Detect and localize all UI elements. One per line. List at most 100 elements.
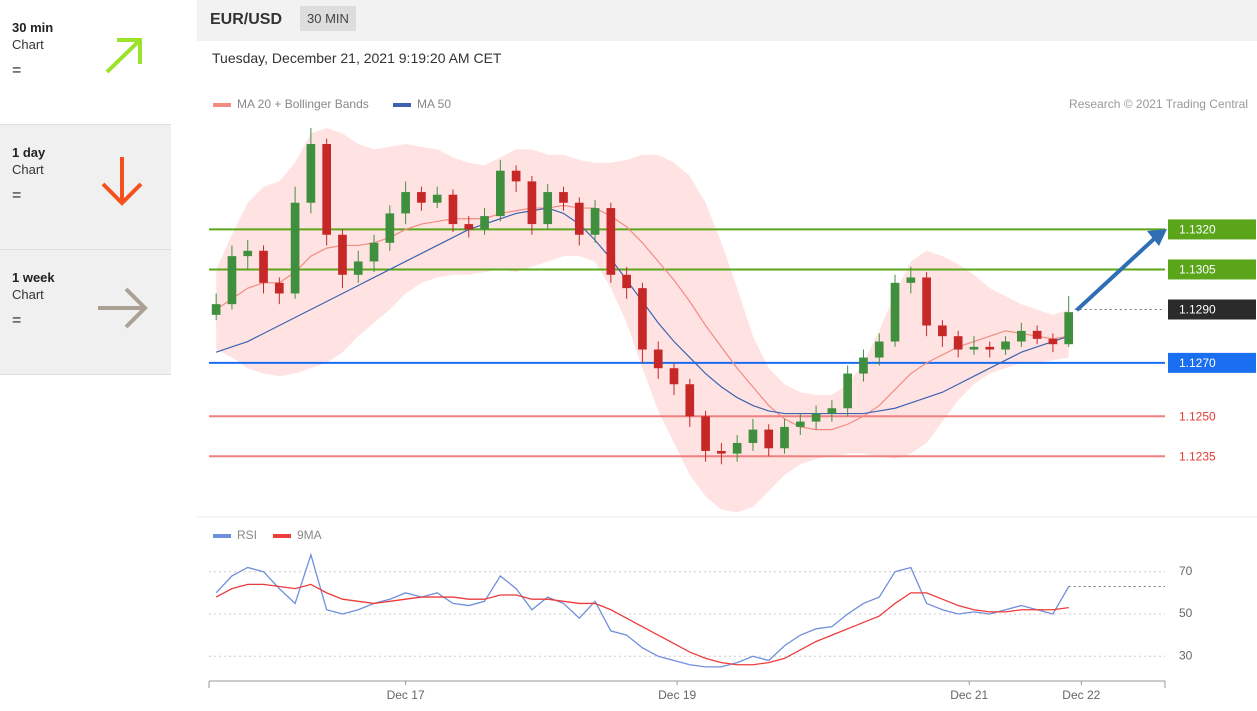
period: 1 day: [12, 145, 46, 160]
label: Chart: [12, 287, 44, 302]
candle-body: [511, 170, 521, 182]
candle-body: [432, 194, 442, 203]
candle-body: [559, 192, 568, 203]
arrow-down: [101, 157, 143, 206]
period: 30 min: [12, 20, 54, 35]
candle-body: [717, 450, 726, 454]
label: Chart: [12, 162, 44, 177]
period-item[interactable]: 30 min Chart =: [0, 0, 171, 125]
candle-body: [306, 144, 316, 203]
candle-body: [590, 208, 600, 235]
candle-body: [843, 373, 853, 409]
rsi-line: [215, 583, 1069, 666]
level-label: 1.1235: [1179, 449, 1216, 463]
candle-body: [259, 250, 268, 283]
candle-body: [969, 346, 979, 350]
credit: Research © 2021 Trading Central: [1069, 97, 1248, 111]
sidebar: 30 min Chart = 1 day Chart = 1 week Char…: [0, 0, 171, 375]
legend-label: 9MA: [297, 528, 322, 542]
legend-label: RSI: [237, 528, 257, 542]
candle-body: [685, 384, 695, 417]
candle-body: [290, 202, 300, 294]
candle-body: [732, 442, 742, 454]
candle-body: [417, 192, 426, 203]
candle-body: [764, 429, 774, 449]
ma-line: [215, 204, 1069, 431]
candle-body: [338, 234, 347, 275]
candle-body: [464, 224, 474, 230]
candle-body: [748, 429, 758, 443]
interval[interactable]: 30 MIN: [300, 6, 356, 31]
rsi-line: [215, 552, 1070, 668]
chart-panel: EUR/USD 30 MIN Tuesday, December 21, 202…: [197, 0, 1257, 711]
label: Chart: [12, 37, 44, 52]
period-item[interactable]: 1 day Chart =: [0, 125, 171, 250]
candle-body: [890, 282, 900, 342]
candle-body: [653, 349, 663, 369]
candle-body: [1001, 341, 1010, 350]
x-tick-label: Dec 19: [658, 688, 696, 702]
y-tick-label: 50: [1179, 606, 1193, 620]
legend-swatch: [213, 534, 231, 538]
candle-body: [859, 357, 868, 374]
x-tick-label: Dec 22: [1062, 688, 1100, 702]
candle-body: [780, 426, 789, 449]
period-item[interactable]: 1 week Chart =: [0, 250, 171, 375]
level-label-box: [1168, 259, 1256, 280]
level-label: 1.1250: [1179, 409, 1216, 423]
candle-body: [274, 282, 284, 294]
x-tick-label: Dec 17: [387, 688, 425, 702]
candle-body: [701, 416, 710, 451]
legend-swatch: [393, 103, 411, 107]
candle-body: [1048, 338, 1058, 345]
candle-body: [448, 194, 458, 225]
candle-body: [527, 181, 537, 225]
level-label: 1.1290: [1179, 303, 1216, 317]
level-label-box: [1168, 299, 1256, 320]
candle-body: [243, 250, 253, 257]
candle-body: [922, 277, 931, 326]
candle-body: [811, 413, 821, 422]
forecast-arrow: [1075, 236, 1157, 312]
candle-body: [211, 304, 221, 315]
candle-body: [953, 336, 963, 350]
x-tick-label: Dec 21: [950, 688, 988, 702]
status: =: [12, 312, 22, 329]
candle-body: [906, 277, 916, 283]
level-label-box: [1168, 352, 1256, 373]
status: =: [12, 62, 22, 79]
candle-body: [353, 261, 363, 275]
candle-body: [938, 325, 947, 337]
arrow-up: [105, 38, 142, 74]
candle-body: [1032, 330, 1042, 339]
candle-body: [385, 213, 395, 243]
status: =: [12, 187, 22, 204]
candle-body: [622, 274, 631, 289]
chart: Research © 2021 Trading Central 1.1320 1.1…: [197, 97, 1257, 702]
period: 1 week: [12, 270, 55, 285]
candle-body: [574, 202, 584, 235]
y-tick-label: 70: [1179, 564, 1193, 578]
level-label-box: [1168, 219, 1256, 240]
timestamp: Tuesday, December 21, 2021 9:19:20 AM CE…: [212, 50, 502, 66]
candle-body: [985, 346, 995, 350]
candle-body: [1016, 330, 1026, 342]
level-label: 1.1270: [1179, 356, 1216, 370]
candle-body: [669, 368, 679, 385]
candle-body: [606, 208, 616, 275]
level-label: 1.1305: [1179, 263, 1216, 277]
candle-body: [227, 256, 237, 305]
level-label: 1.1320: [1179, 223, 1216, 237]
forecast-arrow-head: [1147, 229, 1167, 246]
candle-body: [874, 341, 884, 358]
candle-body: [827, 408, 837, 414]
candle-body: [369, 242, 379, 262]
toolbar: EUR/USD 30 MIN: [197, 0, 1257, 41]
candle-body: [480, 216, 489, 230]
candle-body: [495, 170, 505, 217]
legend-swatch: [273, 534, 291, 538]
legend-swatch: [213, 103, 231, 107]
legend-label: MA 50: [417, 97, 451, 111]
legend-label: MA 20 + Bollinger Bands: [237, 97, 369, 111]
